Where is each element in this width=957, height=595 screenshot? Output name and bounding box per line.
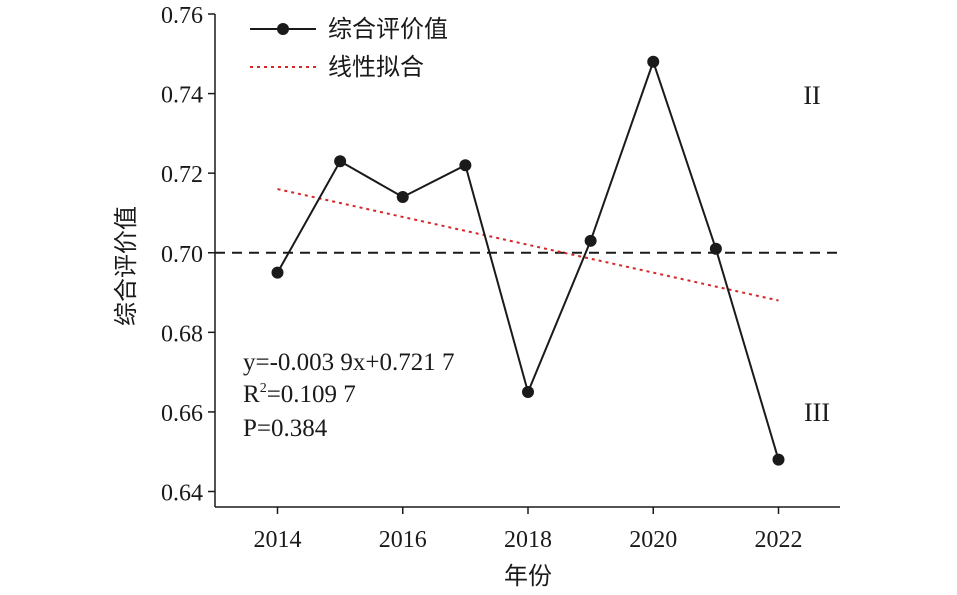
- data-point: [334, 155, 347, 168]
- x-tick-label: 2016: [379, 527, 427, 553]
- r-squared: R2=0.109 7: [243, 381, 356, 408]
- legend-label-fit: 线性拟合: [328, 53, 424, 81]
- y-tick-label: 0.64: [161, 481, 203, 507]
- y-tick-label: 0.72: [161, 162, 203, 188]
- r-squared-prefix: R: [243, 381, 260, 408]
- data-point: [396, 191, 409, 204]
- y-tick-label: 0.76: [161, 3, 203, 29]
- fit-line: [277, 188, 779, 302]
- data-point: [709, 242, 722, 255]
- data-point: [459, 159, 472, 172]
- p-value: P=0.384: [243, 415, 328, 442]
- legend-label-main: 综合评价值: [328, 15, 448, 43]
- y-tick-label: 0.74: [161, 83, 203, 109]
- series-points: [271, 55, 785, 466]
- data-point: [584, 234, 597, 247]
- y-tick-label: 0.70: [161, 242, 203, 268]
- x-tick-label: 2020: [629, 527, 677, 553]
- legend: 综合评价值 线性拟合: [250, 15, 448, 81]
- x-tick-label: 2014: [254, 527, 302, 553]
- y-axis-title: 综合评价值: [112, 206, 140, 326]
- data-point: [522, 386, 534, 399]
- y-tick-label: 0.68: [161, 321, 203, 347]
- legend-marker-main: [277, 23, 289, 35]
- r-squared-sup: 2: [260, 381, 267, 396]
- x-ticks: 2014 2016 2018 2020 2022: [254, 507, 803, 553]
- x-tick-label: 2018: [504, 527, 552, 553]
- region-label-lower: III: [804, 398, 830, 427]
- x-tick-label: 2022: [755, 527, 803, 553]
- data-point: [271, 266, 284, 279]
- data-point: [647, 55, 660, 68]
- fit-equation: y=-0.003 9x+0.721 7: [243, 349, 455, 376]
- y-ticks: 0.64 0.66 0.68 0.70 0.72 0.74 0.76: [161, 3, 215, 507]
- region-label-upper: II: [803, 81, 820, 110]
- r-squared-value: =0.109 7: [267, 381, 356, 408]
- data-point: [772, 453, 785, 466]
- y-tick-label: 0.66: [161, 401, 203, 427]
- x-axis-title: 年份: [504, 562, 552, 590]
